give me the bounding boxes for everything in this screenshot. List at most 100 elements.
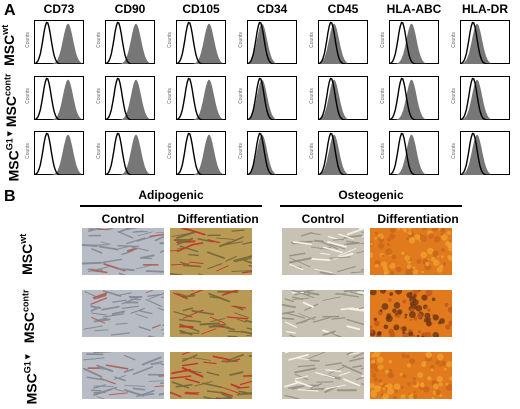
counts-axis-label: Counts [24, 32, 31, 48]
isotype-control-outline [318, 21, 368, 64]
row-label-sup: contr [20, 289, 31, 313]
counts-axis-label: Counts [237, 88, 244, 104]
counts-axis-label: Counts [450, 143, 457, 159]
stained-histogram [389, 23, 439, 64]
histogram-svg [247, 131, 297, 175]
isotype-control-outline [460, 77, 510, 120]
isotype-control-outline [247, 21, 297, 64]
micrograph-texture [170, 228, 252, 275]
histogram-plot: Counts [451, 20, 510, 64]
marker-hla-dr: HLA-DR [462, 2, 508, 16]
histogram-svg [460, 20, 510, 64]
counts-axis-label: Counts [24, 143, 31, 159]
histogram-plot: Counts [25, 131, 84, 175]
panel-b-letter: B [4, 188, 16, 205]
micrograph-osteo-differentiation [370, 290, 452, 337]
marker-cd105: CD105 [182, 2, 220, 16]
marker-cd45: CD45 [327, 2, 359, 16]
histogram-plot: Counts [238, 131, 297, 175]
counts-axis-label: Counts [237, 143, 244, 159]
histogram-plot: Counts [25, 20, 84, 64]
histogram-svg [460, 76, 510, 120]
isotype-control-outline [247, 77, 297, 120]
histogram-svg [105, 76, 155, 120]
micrograph-adipo-differentiation [170, 352, 252, 399]
row-label-base: MSC [18, 243, 35, 275]
group-title-adipogenic: Adipogenic [138, 188, 204, 202]
histogram-svg [318, 131, 368, 175]
histogram-svg [247, 20, 297, 64]
counts-axis-label: Counts [450, 32, 457, 48]
stained-histogram [389, 134, 439, 175]
histogram-plot: Counts [96, 76, 155, 120]
isotype-control-outline [105, 21, 155, 64]
panel-a-letter: A [4, 2, 16, 19]
histogram-svg [176, 76, 226, 120]
counts-axis-label: Counts [308, 32, 315, 48]
isotype-control-outline [389, 21, 439, 64]
stained-histogram [460, 79, 510, 120]
group-underline-adipogenic [80, 205, 262, 207]
stained-histogram [247, 79, 297, 120]
micrograph-texture [83, 352, 164, 399]
histogram-plot: Counts [309, 76, 368, 120]
micrograph-texture [370, 290, 452, 337]
row-label-base: MSC [3, 96, 20, 128]
histogram-svg [389, 131, 439, 175]
counts-axis-label: Counts [166, 143, 173, 159]
micrograph-osteo-control [282, 352, 364, 399]
row-label-sup: G1▼ [22, 352, 33, 374]
micrograph-texture [289, 228, 364, 275]
counts-axis-label: Counts [166, 32, 173, 48]
histogram-plot: Counts [96, 20, 155, 64]
histogram-plot: Counts [238, 20, 297, 64]
micrograph-texture [282, 290, 364, 337]
stained-histogram [389, 79, 439, 120]
micrograph-texture [370, 352, 452, 399]
isotype-control-outline [34, 77, 84, 120]
counts-axis-label: Counts [95, 143, 102, 159]
micrograph-adipo-control [82, 228, 164, 275]
stained-histogram [318, 134, 368, 175]
micrograph-osteo-control [282, 290, 364, 337]
isotype-control-outline [460, 132, 510, 175]
isotype-control-outline [389, 77, 439, 120]
row-label-base: MSC [23, 373, 40, 405]
row-label-base: MSC [21, 312, 38, 344]
histogram-plot: Counts [96, 131, 155, 175]
histogram-plot: Counts [167, 20, 226, 64]
isotype-control-outline [105, 132, 155, 175]
panel-a-row-label-contr: MSCcontr [2, 74, 19, 128]
stained-histogram [318, 79, 368, 120]
isotype-control-outline [460, 21, 510, 64]
col-title-adipo-control: Control [101, 212, 145, 226]
isotype-control-outline [105, 77, 155, 120]
stained-histogram [34, 134, 84, 175]
histogram-svg [34, 131, 84, 175]
histogram-svg [176, 131, 226, 175]
stained-histogram [176, 23, 226, 64]
isotype-control-outline [176, 132, 226, 175]
stained-histogram [105, 23, 155, 64]
histogram-svg [318, 20, 368, 64]
col-title-osteo-control: Control [301, 212, 345, 226]
isotype-control-outline [389, 132, 439, 175]
stained-histogram [176, 134, 226, 175]
marker-cd90: CD90 [114, 2, 146, 16]
stained-histogram [247, 134, 297, 175]
group-underline-osteogenic [280, 205, 462, 207]
row-label-sup: wt [18, 233, 29, 244]
histogram-plot: Counts [25, 76, 84, 120]
histogram-svg [389, 20, 439, 64]
counts-axis-label: Counts [237, 32, 244, 48]
isotype-control-outline [34, 132, 84, 175]
counts-axis-label: Counts [450, 88, 457, 104]
counts-axis-label: Counts [308, 88, 315, 104]
histogram-plot: Counts [380, 76, 439, 120]
histogram-plot: Counts [380, 20, 439, 64]
panel-b-row-label-contr: MSCcontr [20, 290, 37, 344]
isotype-control-outline [247, 132, 297, 175]
histogram-svg [34, 76, 84, 120]
col-title-osteo-differentiation: Differentiation [377, 212, 459, 226]
stained-histogram [460, 134, 510, 175]
